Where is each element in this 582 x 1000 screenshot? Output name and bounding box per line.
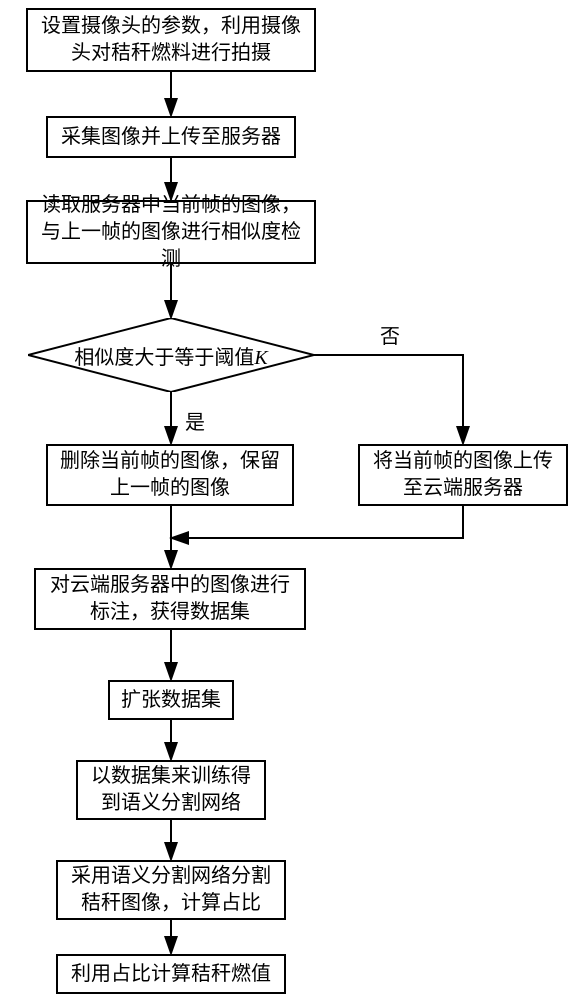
process-box-4b: 将当前帧的图像上传至云端服务器: [358, 444, 568, 506]
node-text: 相似度大于等于阈值K: [74, 341, 267, 370]
process-box-2: 采集图像并上传至服务器: [46, 116, 296, 158]
node-text: 采集图像并上传至服务器: [61, 124, 281, 151]
decision-diamond: 相似度大于等于阈值K: [28, 318, 314, 392]
node-text: 删除当前帧的图像，保留上一帧的图像: [58, 448, 282, 502]
node-text: 扩张数据集: [121, 687, 221, 714]
node-text: 将当前帧的图像上传至云端服务器: [368, 448, 558, 502]
edge-label-yes: 是: [185, 406, 205, 435]
process-box-7: 以数据集来训练得到语义分割网络: [76, 760, 266, 820]
node-text: 利用占比计算秸秆燃值: [71, 961, 271, 988]
process-box-1: 设置摄像头的参数，利用摄像头对秸秆燃料进行拍摄: [26, 8, 316, 72]
process-box-4a: 删除当前帧的图像，保留上一帧的图像: [46, 444, 294, 506]
node-text: 采用语义分割网络分割秸秆图像，计算占比: [66, 863, 276, 917]
process-box-6: 扩张数据集: [108, 680, 234, 720]
flowchart-canvas: 设置摄像头的参数，利用摄像头对秸秆燃料进行拍摄 采集图像并上传至服务器 读取服务…: [0, 0, 582, 1000]
node-text: 以数据集来训练得到语义分割网络: [86, 763, 256, 817]
node-text: 对云端服务器中的图像进行标注，获得数据集: [46, 572, 294, 626]
process-box-8: 采用语义分割网络分割秸秆图像，计算占比: [56, 860, 286, 920]
process-box-5: 对云端服务器中的图像进行标注，获得数据集: [34, 568, 306, 630]
process-box-3: 读取服务器中当前帧的图像，与上一帧的图像进行相似度检测: [26, 200, 316, 264]
node-text: 设置摄像头的参数，利用摄像头对秸秆燃料进行拍摄: [36, 13, 306, 67]
process-box-9: 利用占比计算秸秆燃值: [56, 954, 286, 994]
node-text: 读取服务器中当前帧的图像，与上一帧的图像进行相似度检测: [34, 192, 308, 273]
edge-label-no: 否: [380, 320, 400, 349]
